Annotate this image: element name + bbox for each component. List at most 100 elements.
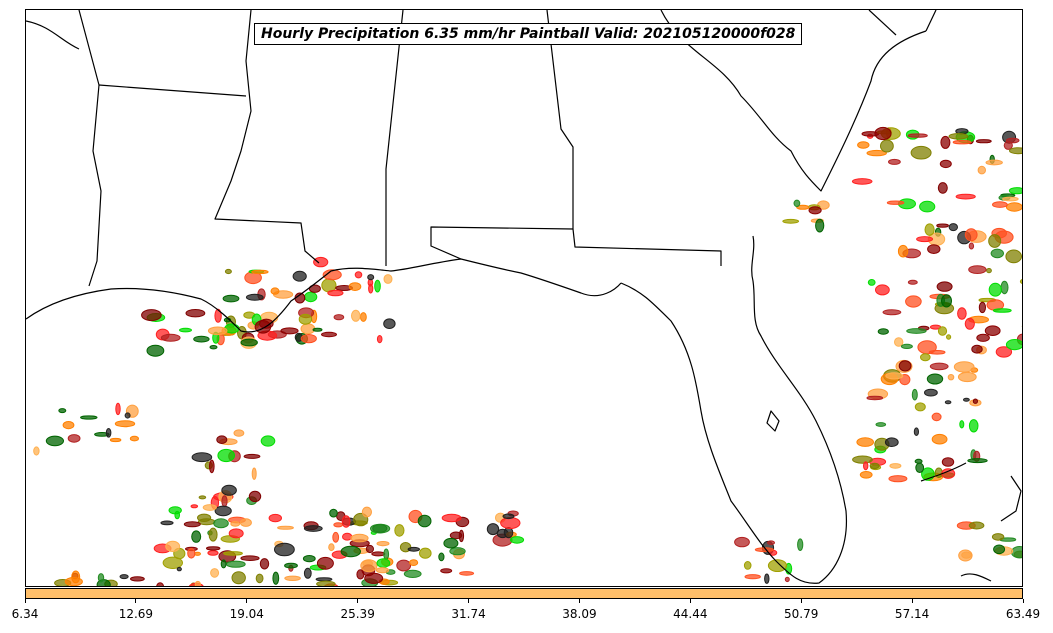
precip-blob <box>231 571 246 585</box>
precip-blob <box>33 446 40 456</box>
precip-blob <box>206 546 221 551</box>
precip-blob <box>364 572 384 584</box>
precip-blob <box>947 374 955 381</box>
precip-blob <box>333 314 345 321</box>
precip-blob <box>503 527 514 539</box>
precip-blob <box>972 398 979 404</box>
precip-blob <box>1005 339 1022 351</box>
colorbar-tick-label: 25.39 <box>340 607 375 621</box>
precip-blob <box>220 559 227 569</box>
precip-blob <box>383 318 396 330</box>
precip-blob <box>978 301 987 314</box>
precip-blob <box>796 204 810 210</box>
precip-blob <box>316 556 334 570</box>
precip-blob <box>915 462 925 473</box>
precip-blob <box>407 546 420 552</box>
precip-blob <box>361 506 372 518</box>
precip-blob <box>744 574 761 580</box>
precip-blob <box>984 325 1001 337</box>
precip-blob <box>991 533 1005 541</box>
precip-blob <box>931 433 948 445</box>
precip-blob <box>924 223 935 236</box>
precip-blob <box>268 513 282 523</box>
precip-blob <box>931 412 942 422</box>
precip-blob <box>964 317 975 330</box>
precip-blob <box>808 206 822 215</box>
precip-blob <box>500 517 521 529</box>
precip-blob <box>197 513 212 522</box>
precip-blob <box>350 533 369 543</box>
precip-blob <box>986 268 992 274</box>
precip-blob <box>240 555 260 562</box>
precip-blob <box>210 568 220 578</box>
precip-blob <box>874 126 892 141</box>
coastline <box>920 462 967 482</box>
precip-blob <box>880 139 894 153</box>
colorbar-tick-label: 44.44 <box>673 607 708 621</box>
precip-blob <box>367 274 375 281</box>
precip-blob <box>303 567 312 579</box>
precip-blob <box>907 133 928 138</box>
precip-blob <box>62 421 75 430</box>
precip-blob <box>260 435 276 447</box>
precip-blob <box>207 326 228 336</box>
border-line <box>214 10 320 264</box>
precip-blob <box>884 437 899 448</box>
coastline <box>660 10 927 192</box>
precip-blob <box>959 420 965 429</box>
precip-blob <box>409 559 419 566</box>
precip-blob <box>946 334 952 340</box>
colorbar-tick <box>578 599 580 603</box>
precip-blob <box>913 427 920 437</box>
precip-blob <box>245 293 264 301</box>
precip-blob <box>146 344 165 357</box>
precip-blob <box>936 223 949 228</box>
map-canvas <box>26 10 1022 586</box>
precip-blob <box>851 178 873 185</box>
geographic-borders <box>26 10 1022 584</box>
border-line <box>925 10 937 32</box>
precip-blob <box>1000 280 1009 295</box>
precip-blob <box>328 543 335 552</box>
precip-blob <box>767 540 775 546</box>
precip-blob <box>937 326 948 336</box>
precip-blob <box>162 556 184 569</box>
precip-blob <box>360 312 367 322</box>
precip-blob <box>985 159 1003 166</box>
border-line <box>385 10 404 266</box>
colorbar-tick-label: 19.04 <box>229 607 264 621</box>
precip-blob <box>885 372 904 380</box>
precip-blob <box>1021 325 1022 327</box>
precip-blob <box>185 309 206 318</box>
precip-blob <box>351 309 361 322</box>
precip-blob <box>225 560 246 568</box>
precip-blob <box>97 573 105 583</box>
precip-blob <box>160 333 181 342</box>
precip-blob <box>187 548 196 559</box>
precip-blob <box>251 467 257 480</box>
precip-blob <box>230 521 241 527</box>
precip-blob <box>327 289 344 297</box>
precip-blob <box>417 514 432 528</box>
border-line <box>430 10 574 260</box>
precip-blob <box>992 201 1008 208</box>
precip-blob <box>109 437 122 443</box>
precip-blob <box>316 580 336 586</box>
precip-blob <box>440 568 453 574</box>
precip-blob <box>941 294 952 308</box>
precip-blob <box>348 282 362 292</box>
precip-blob <box>284 575 301 581</box>
colorbar-tick-label: 12.69 <box>118 607 154 621</box>
precip-blob <box>217 448 235 463</box>
precip-blob <box>967 458 988 464</box>
precip-blob <box>1009 147 1022 155</box>
precip-blob <box>193 335 210 343</box>
precip-blob <box>1010 546 1022 559</box>
precip-blob <box>793 199 801 208</box>
precip-blob <box>889 463 902 469</box>
precip-blob <box>376 335 383 344</box>
precip-blob <box>191 530 202 543</box>
precip-blob <box>952 140 972 145</box>
precip-blob <box>312 327 323 332</box>
precip-blob <box>300 334 317 344</box>
